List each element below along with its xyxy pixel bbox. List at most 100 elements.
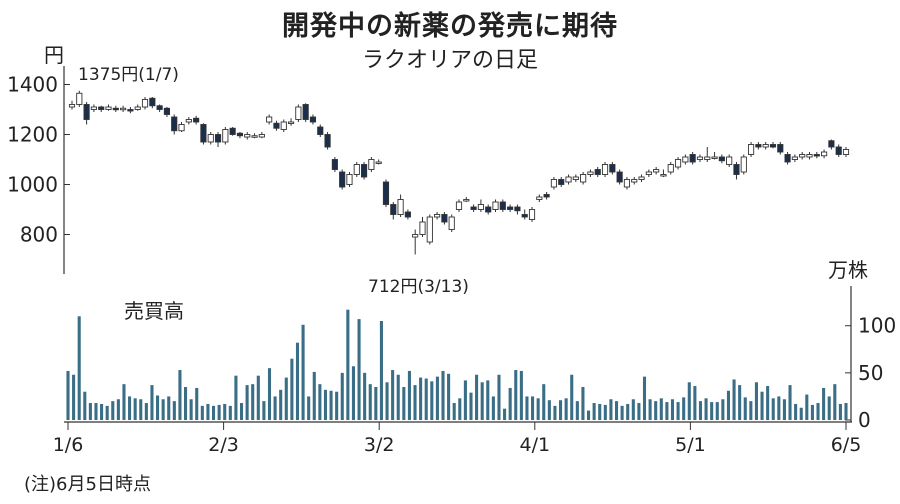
volume-bar <box>469 392 473 420</box>
x-tick-label: 5/1 <box>675 434 706 456</box>
volume-bar <box>654 401 658 420</box>
candle-body <box>375 161 382 164</box>
annotation-high: 1375円(1/7) <box>78 65 179 85</box>
volume-bar <box>603 404 607 420</box>
volume-bar <box>491 396 495 420</box>
candle-body <box>813 154 820 157</box>
volume-bar <box>279 389 283 420</box>
candle-body <box>682 156 689 163</box>
candle-body <box>740 156 747 173</box>
candle-body <box>594 169 601 175</box>
volume-bar <box>519 370 523 420</box>
candle-body <box>98 106 105 110</box>
candle-body <box>609 164 616 173</box>
candle-body <box>360 164 368 178</box>
candle-body <box>222 129 229 143</box>
volume-bar <box>738 385 742 420</box>
candle-body <box>127 109 134 112</box>
volume-tick-label: 0 <box>858 408 871 432</box>
volume-bar <box>273 396 277 420</box>
volume-bar <box>301 324 305 420</box>
volume-bar <box>161 399 165 420</box>
candle-body <box>558 179 565 185</box>
candle-body <box>587 171 594 175</box>
candle-body <box>390 204 397 215</box>
volume-bar <box>721 399 725 420</box>
candle-body <box>470 206 477 210</box>
candle-body <box>572 176 579 180</box>
annotation-low: 712円(3/13) <box>368 277 469 297</box>
candle-body <box>273 122 280 129</box>
volume-bar <box>570 374 574 420</box>
candle-body <box>528 209 536 220</box>
candle-body <box>806 154 813 158</box>
volume-bar <box>631 399 635 420</box>
candle-body <box>828 140 835 148</box>
candle-body <box>309 116 317 123</box>
candle-body <box>733 164 740 175</box>
candle-body <box>638 176 645 180</box>
volume-bar <box>83 391 87 420</box>
candle-body <box>755 144 762 148</box>
price-tick-label: 800 <box>20 223 58 247</box>
volume-bar <box>564 398 568 420</box>
candle-body <box>667 164 674 173</box>
candle-body <box>397 199 404 215</box>
volume-bar <box>223 403 227 420</box>
volume-bar <box>497 374 501 420</box>
volume-tick-label: 100 <box>858 314 896 338</box>
x-tick-label: 4/1 <box>520 434 551 456</box>
volume-bar <box>598 403 602 420</box>
volume-bar <box>374 387 378 420</box>
volume-bar <box>228 405 232 420</box>
candle-body <box>601 164 609 175</box>
volume-bar <box>290 358 294 420</box>
candle-body <box>492 201 499 210</box>
volume-bar <box>435 376 439 420</box>
volume-bar <box>368 384 372 420</box>
candle-body <box>784 154 791 163</box>
volume-bar <box>475 374 479 420</box>
volume-bar <box>441 370 445 420</box>
volume-bar <box>788 385 792 420</box>
candle-body <box>339 171 346 188</box>
price-axis-unit: 円 <box>44 43 64 67</box>
volume-bar <box>642 376 647 420</box>
candle-body <box>258 134 265 138</box>
volume-bar <box>307 396 311 420</box>
volume-bar <box>614 401 619 420</box>
footnote: (注)6月5日時点 <box>24 474 151 495</box>
volume-bar <box>715 402 719 420</box>
candle-body <box>631 179 638 183</box>
candle-body <box>565 176 572 183</box>
volume-bar <box>447 373 451 420</box>
candle-body <box>463 199 470 202</box>
volume-bar <box>693 386 697 420</box>
volume-bar <box>340 372 344 420</box>
candle-body <box>68 104 76 108</box>
volume-bar <box>486 380 490 420</box>
candle-body <box>835 146 842 155</box>
candle-body <box>747 144 755 155</box>
candle-body <box>105 106 112 110</box>
candle-body <box>404 211 411 218</box>
volume-bar <box>754 382 758 420</box>
volume-bar <box>822 387 826 420</box>
candle-body <box>726 156 733 165</box>
x-tick-label: 3/2 <box>364 434 395 456</box>
candle-body <box>193 117 200 123</box>
candle-body <box>485 206 492 213</box>
volume-bar <box>217 404 221 420</box>
volume-bar <box>805 394 809 420</box>
volume-bar <box>536 398 540 420</box>
candle-body <box>302 104 309 120</box>
candle-body <box>156 105 163 110</box>
candle-body <box>353 164 360 175</box>
volume-bar <box>379 321 383 420</box>
volume-panel: 万株 0 50 100 売買高 1/6 2/3 3/2 4/1 5/1 6/5 <box>53 258 896 456</box>
volume-bar <box>743 397 747 420</box>
volume-bar <box>133 398 137 420</box>
volume-bar <box>351 366 355 420</box>
candle-body <box>251 135 258 138</box>
